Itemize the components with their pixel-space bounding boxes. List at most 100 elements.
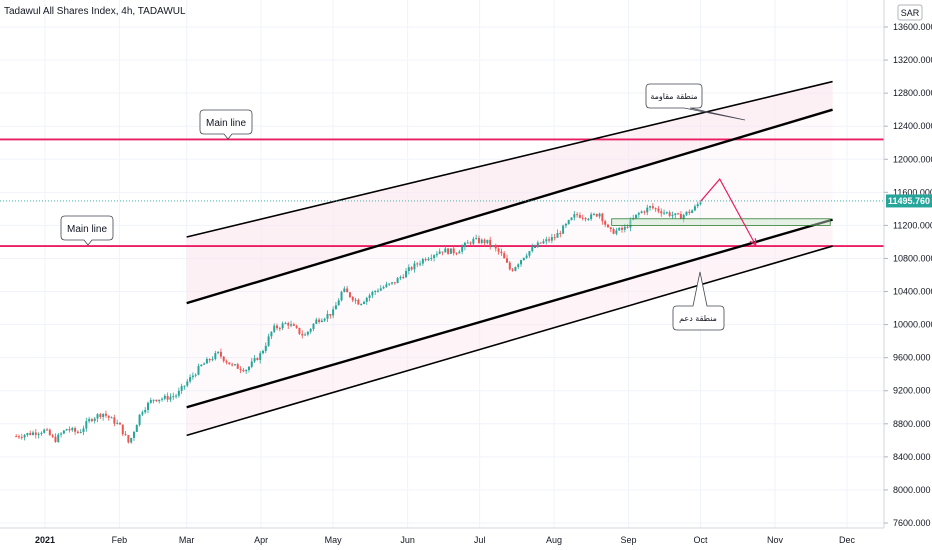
candle-body	[107, 415, 110, 418]
candle-body	[534, 247, 537, 249]
candle-body	[489, 239, 492, 246]
candle-body	[118, 422, 121, 425]
candle-body	[152, 399, 155, 401]
candle-body	[43, 429, 46, 433]
candle-body	[665, 212, 668, 214]
candle-body	[463, 242, 466, 247]
candle-body	[691, 210, 694, 213]
candles	[15, 201, 702, 444]
candle-body	[668, 212, 671, 216]
candle-body	[475, 238, 478, 240]
resistance-zone-fill	[186, 81, 833, 304]
candle-body	[149, 400, 152, 403]
candle-body	[452, 248, 455, 254]
candle-body	[441, 251, 444, 253]
candle-body	[646, 207, 649, 213]
candle-body	[261, 350, 264, 354]
candle-body	[399, 277, 402, 279]
candle-body	[79, 431, 82, 433]
candle-body	[239, 368, 242, 370]
candle-body	[242, 369, 245, 372]
channel-line	[186, 80, 833, 238]
candle-body	[503, 253, 506, 259]
candle-body	[211, 359, 214, 361]
candle-body	[427, 258, 430, 261]
candle-body	[205, 358, 208, 364]
candle-body	[337, 300, 340, 306]
time-tick-label: Dec	[839, 535, 856, 545]
candle-body	[598, 213, 601, 217]
resistance-zone-label: منطقة مقاومة	[650, 92, 697, 101]
candle-body	[298, 327, 301, 334]
candle-body	[539, 242, 542, 244]
candle-body	[290, 324, 293, 326]
candle-body	[186, 381, 189, 386]
resistance-callout[interactable]: منطقة مقاومة	[645, 83, 746, 121]
candle-body	[68, 429, 71, 431]
candle-body	[623, 226, 626, 230]
candle-body	[407, 267, 410, 272]
candle-body	[536, 242, 539, 248]
main-line-callout-lower[interactable]: Main line	[60, 215, 114, 246]
candle-body	[511, 269, 514, 271]
candle-body	[635, 214, 638, 219]
candle-body	[548, 239, 551, 241]
candle-body	[267, 336, 270, 346]
time-axis[interactable]: 2021 Feb Mar Apr May Jun Jul Aug Sep Oct Nov Dec	[35, 535, 856, 545]
candle-body	[379, 288, 382, 291]
candle-body	[506, 258, 509, 263]
candle-body	[74, 428, 77, 432]
candle-body	[578, 215, 581, 218]
candle-body	[360, 303, 363, 305]
candle-body	[130, 437, 133, 443]
candle-body	[121, 424, 124, 435]
candle-body	[273, 325, 276, 332]
candle-body	[270, 331, 273, 337]
time-tick-label: May	[325, 535, 343, 545]
projection-arrowhead	[749, 238, 757, 247]
candle-body	[604, 221, 607, 225]
candle-body	[640, 211, 643, 213]
support-callout[interactable]: منطقة دعم	[672, 271, 725, 331]
price-tick-label: 8000.000	[893, 485, 931, 495]
candle-body	[562, 225, 565, 234]
candle-body	[326, 313, 329, 319]
candle-body	[175, 395, 178, 397]
candle-body	[102, 413, 105, 418]
candle-body	[348, 292, 351, 298]
candle-body	[276, 325, 279, 329]
price-axis[interactable]: 13600.000 13200.000 12800.000 12400.000 1200…	[884, 22, 932, 528]
candle-body	[233, 364, 236, 366]
candle-body	[225, 360, 228, 363]
candle-body	[587, 219, 590, 221]
candle-body	[553, 237, 556, 239]
candle-body	[413, 263, 416, 270]
candle-body	[250, 361, 253, 367]
candle-body	[660, 211, 663, 214]
channel-line	[186, 245, 833, 437]
candle-body	[654, 208, 657, 210]
candle-body	[177, 390, 180, 396]
candle-body	[208, 358, 211, 361]
candle-body	[483, 239, 486, 244]
candle-body	[500, 251, 503, 254]
candle-body	[183, 385, 186, 387]
candle-body	[51, 435, 54, 437]
candle-body	[357, 299, 360, 305]
time-tick-label: 2021	[35, 535, 55, 545]
candle-body	[40, 432, 43, 434]
candle-body	[147, 402, 150, 410]
currency-button[interactable]	[897, 4, 923, 21]
candle-body	[217, 351, 220, 354]
candle-body	[37, 433, 40, 435]
last-price-tag: 11495.760	[886, 194, 932, 208]
candle-body	[158, 399, 161, 402]
candle-body	[542, 241, 545, 244]
candle-body	[62, 430, 65, 434]
candle-body	[528, 251, 531, 256]
candle-body	[245, 370, 248, 372]
main-line-label-lower: Main line	[67, 224, 107, 235]
main-line-callout-upper[interactable]: Main line	[199, 109, 253, 140]
candle-body	[447, 248, 450, 254]
candle-body	[334, 305, 337, 310]
